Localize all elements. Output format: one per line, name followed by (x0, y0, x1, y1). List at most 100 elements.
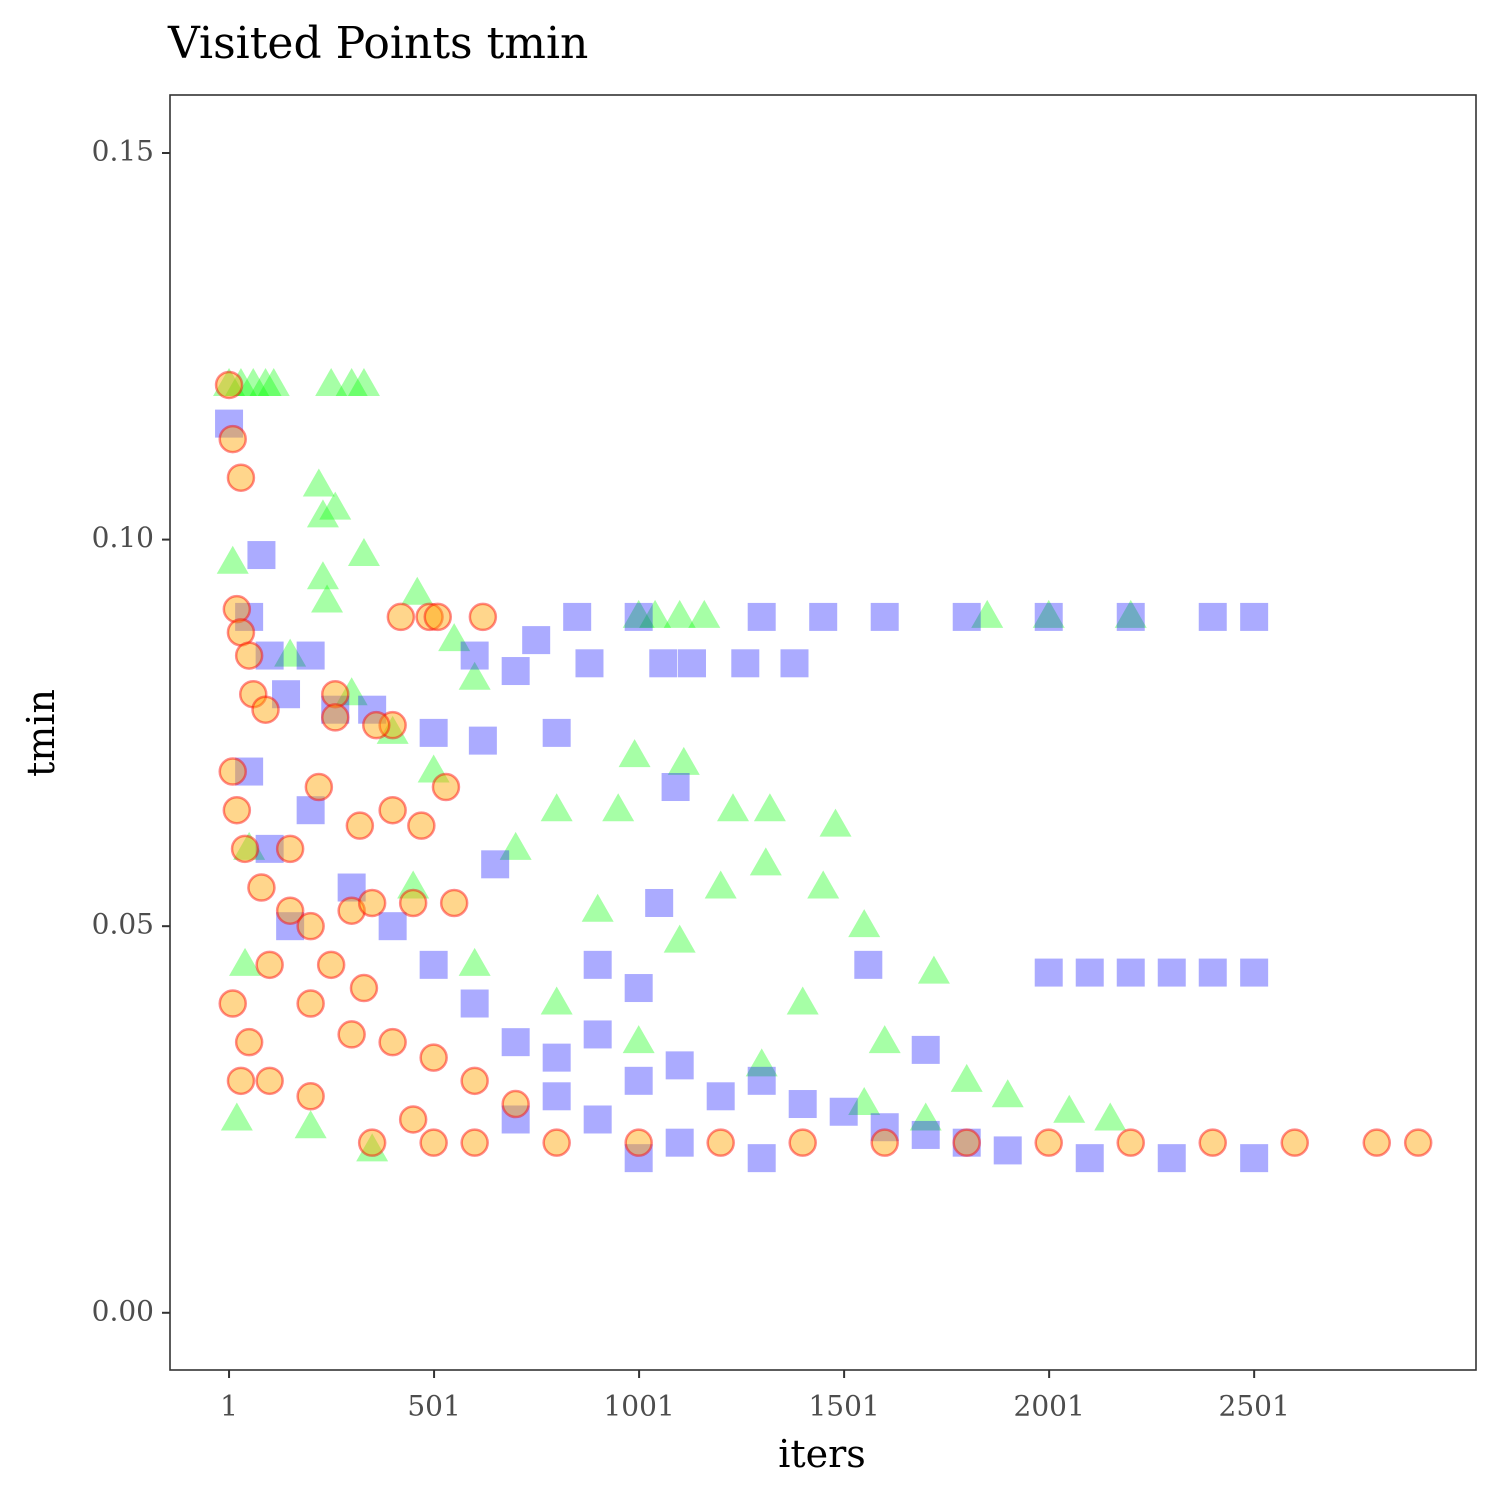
square-point (255, 834, 284, 863)
square-point (993, 1136, 1022, 1165)
triangle-point (745, 1048, 778, 1077)
circle-point (218, 424, 247, 454)
triangle-point (663, 924, 696, 953)
square-point (649, 649, 678, 678)
square-point (1240, 1144, 1269, 1173)
circle-point (419, 1128, 448, 1157)
circle-point (386, 602, 416, 632)
square-point (747, 1144, 776, 1173)
circle-point (345, 811, 375, 840)
square-point (706, 1082, 735, 1111)
triangle-point (347, 538, 380, 567)
triangle-point (917, 955, 950, 984)
square-point (624, 1066, 653, 1095)
square-point (1075, 958, 1104, 987)
square-point (235, 602, 264, 631)
square-point (583, 1105, 612, 1134)
circle-point (362, 710, 391, 740)
circle-point (357, 888, 387, 918)
circle-point (423, 602, 453, 632)
circle-point (788, 1128, 817, 1157)
square-point (522, 626, 551, 655)
circle-point (255, 950, 284, 980)
triangle-point (581, 893, 614, 922)
circle-point (431, 772, 461, 802)
square-point (809, 602, 838, 631)
square-point (501, 1028, 530, 1057)
circle-point (222, 795, 252, 825)
triangle-point (274, 638, 307, 667)
triangle-point (216, 545, 249, 574)
triangle-point (639, 599, 672, 628)
triangle-point (716, 793, 749, 822)
circle-point (226, 463, 256, 492)
square-point (542, 1043, 571, 1072)
square-point (952, 1128, 981, 1157)
square-point (419, 718, 448, 747)
square-point (1034, 958, 1063, 987)
y-tick-label: 0.10 (92, 521, 154, 554)
triangle-point (347, 367, 380, 396)
circle-point (234, 1027, 264, 1057)
square-point (661, 773, 690, 802)
triangle-point (848, 909, 881, 938)
triangle-point (229, 947, 262, 976)
square-point (542, 718, 571, 747)
y-tick-label: 0.05 (92, 908, 154, 941)
triangle-point (458, 947, 491, 976)
x-tick-label: 1001 (603, 1390, 674, 1423)
triangle-point (807, 870, 840, 899)
square-point (583, 950, 612, 979)
circle-point (222, 594, 252, 624)
square-point (460, 641, 489, 670)
square-point (788, 1090, 817, 1119)
triangle-point (1032, 599, 1065, 628)
circle-point (1280, 1128, 1310, 1157)
square-point (255, 641, 284, 670)
circle-point (337, 896, 366, 925)
circle-point (234, 641, 264, 670)
square-point (1116, 958, 1145, 987)
triangle-point (1094, 1102, 1127, 1131)
circle-point (226, 1066, 256, 1096)
circle-point (304, 772, 334, 802)
circle-point (378, 795, 407, 825)
y-tick-label: 0.15 (92, 134, 154, 167)
triangle-point (302, 468, 335, 497)
square-point (870, 1113, 899, 1142)
triangle-point (335, 367, 368, 396)
square-point (1198, 602, 1227, 631)
triangle-point (704, 870, 737, 899)
triangle-point (991, 1079, 1024, 1108)
triangle-point (257, 367, 290, 396)
circle-point (320, 679, 350, 709)
triangle-point (1053, 1094, 1086, 1123)
x-tick-label: 1501 (808, 1390, 879, 1423)
plot-border (169, 94, 1477, 1371)
circle-point (415, 602, 444, 632)
circle-point (1362, 1128, 1392, 1157)
triangle-point (237, 367, 270, 396)
triangle-point (848, 1087, 881, 1116)
circle-point (296, 1082, 325, 1111)
triangle-point (909, 1102, 942, 1131)
square-point (272, 680, 301, 709)
circle-point (247, 873, 276, 902)
triangle-point (753, 793, 786, 822)
square-point (1075, 1144, 1104, 1173)
square-point (563, 602, 592, 631)
triangle-point (499, 831, 532, 860)
triangle-point (786, 986, 819, 1015)
circle-point (218, 989, 247, 1018)
circle-point (214, 370, 244, 400)
square-point (1157, 1144, 1186, 1173)
square-point (542, 1082, 571, 1111)
square-point (296, 796, 325, 825)
circle-point (337, 1020, 366, 1049)
square-point (911, 1035, 940, 1064)
square-point (235, 757, 264, 786)
triangle-point (213, 367, 246, 396)
circle-point (1198, 1128, 1227, 1157)
x-tick-label: 1 (220, 1390, 238, 1423)
